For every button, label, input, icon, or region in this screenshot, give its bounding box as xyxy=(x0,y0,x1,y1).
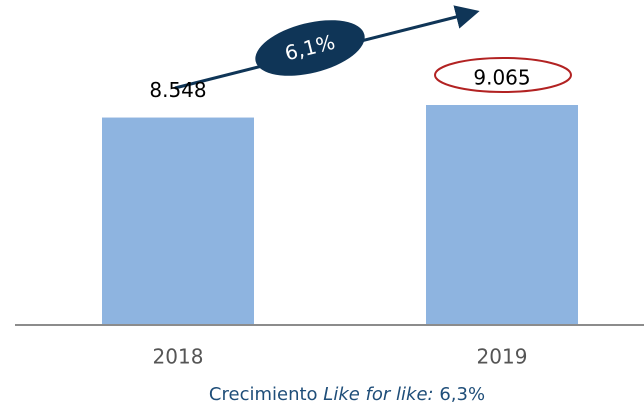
bar xyxy=(102,117,254,326)
footnote-value: 6,3% xyxy=(439,384,485,405)
footnote-emphasis: Like for like: xyxy=(323,384,433,405)
bar xyxy=(426,105,578,325)
value-label: 8.548 xyxy=(149,78,206,102)
value-label: 9.065 xyxy=(473,66,530,90)
footnote: Crecimiento Like for like: 6,3% xyxy=(209,384,485,405)
highlight-ring xyxy=(434,57,572,93)
x-tick-label: 2018 xyxy=(153,345,204,369)
x-tick-label: 2019 xyxy=(477,345,528,369)
growth-badge xyxy=(255,20,365,76)
footnote-text: Crecimiento xyxy=(209,384,318,405)
